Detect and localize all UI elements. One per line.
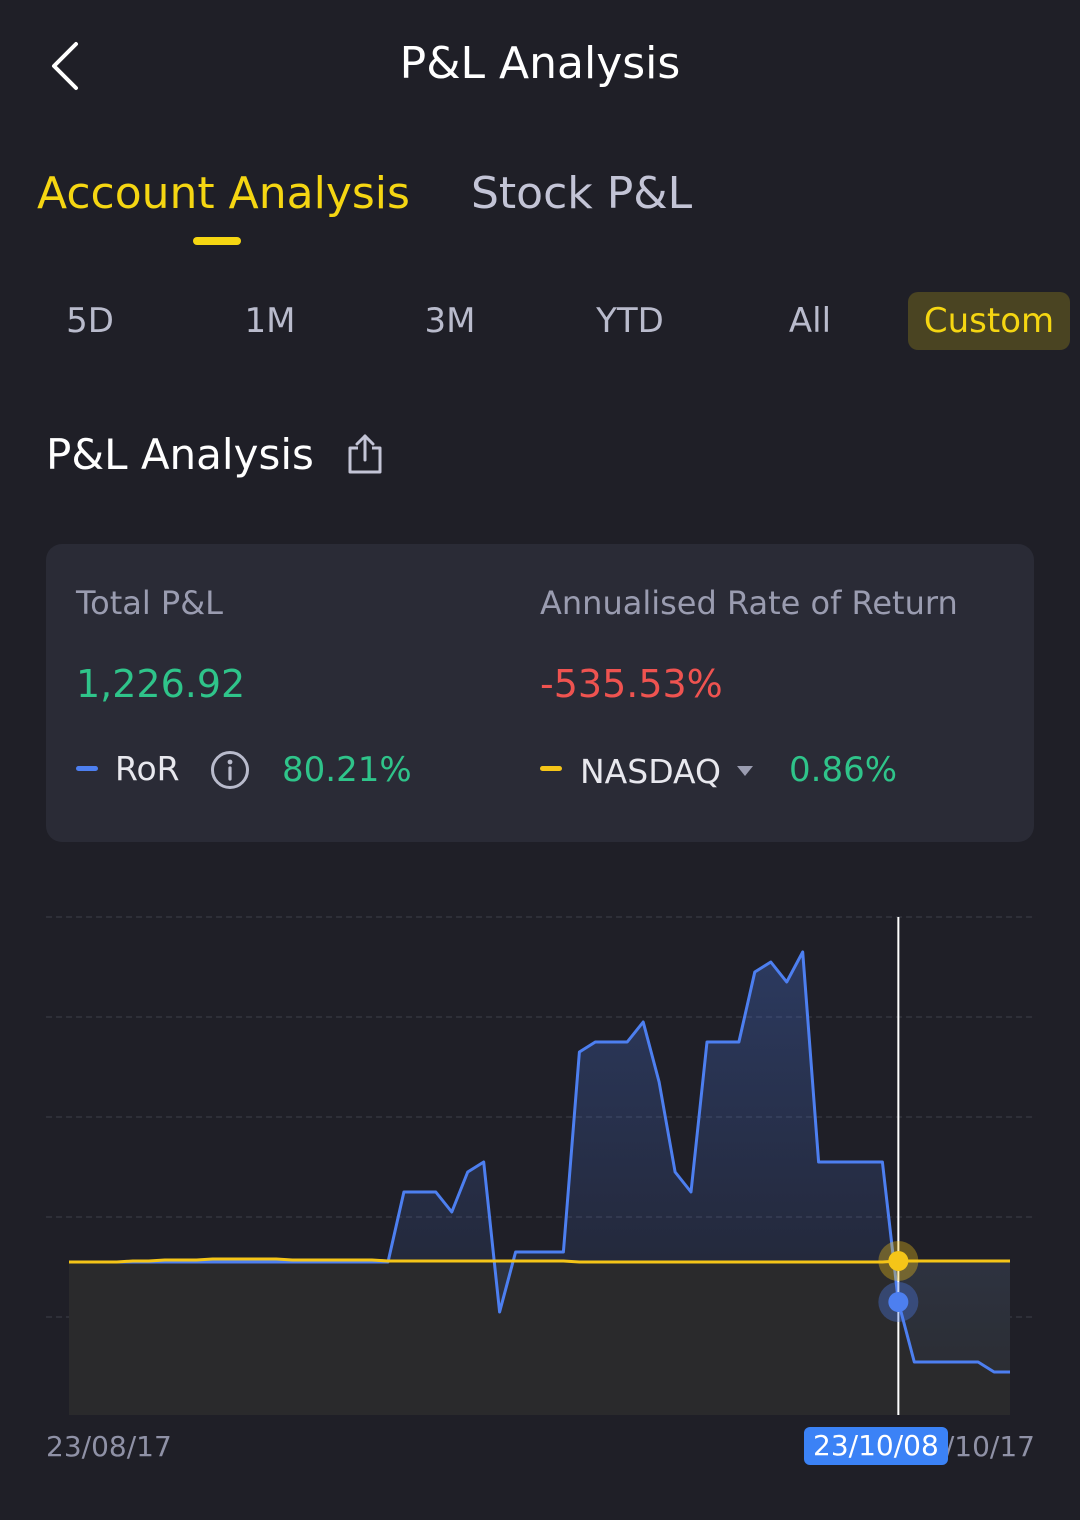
nasdaq-marker-point	[888, 1251, 909, 1271]
annualised-return-label: Annualised Rate of Return	[540, 584, 958, 622]
range-tab-custom[interactable]: Custom	[908, 292, 1070, 350]
ror-marker-point	[888, 1292, 909, 1312]
nasdaq-legend-swatch	[540, 766, 562, 771]
caret-down-icon	[737, 766, 754, 776]
tab-stock-pl[interactable]: Stock P&L	[471, 168, 693, 219]
ror-series-line	[69, 950, 1010, 1374]
info-button[interactable]	[210, 750, 250, 790]
range-tab-all[interactable]: All	[788, 301, 832, 341]
share-button[interactable]	[344, 432, 386, 476]
total-pl-label: Total P&L	[76, 584, 223, 622]
ror-legend-label: RoR	[115, 749, 180, 788]
chevron-left-icon	[52, 42, 78, 90]
nasdaq-value: 0.86%	[789, 750, 898, 790]
page-title: P&L Analysis	[399, 38, 681, 89]
range-tab-ytd[interactable]: YTD	[596, 301, 664, 341]
crosshair-date-label: 23/10/08	[804, 1427, 948, 1465]
range-tab-3m[interactable]: 3M	[424, 301, 476, 341]
ror-legend-swatch	[76, 766, 98, 771]
ror-area-fill	[69, 952, 1010, 1372]
range-tab-5d[interactable]: 5D	[66, 301, 114, 341]
ror-value: 80.21%	[282, 750, 412, 790]
nasdaq-series-line	[69, 1257, 1010, 1264]
summary-card: Total P&L 1,226.92 Annualised Rate of Re…	[46, 544, 1034, 842]
pl-line-chart[interactable]	[0, 900, 1080, 1440]
back-button[interactable]	[36, 36, 96, 96]
x-axis-start-label: 23/08/17	[46, 1430, 172, 1463]
tab-account-analysis[interactable]: Account Analysis	[37, 168, 410, 219]
section-title: P&L Analysis	[46, 430, 314, 479]
benchmark-selector[interactable]: NASDAQ	[580, 749, 755, 793]
negative-region-fill	[69, 1262, 1010, 1415]
share-icon	[348, 434, 382, 474]
total-pl-value: 1,226.92	[76, 662, 246, 706]
active-tab-indicator	[193, 237, 241, 245]
annualised-return-value: -535.53%	[540, 662, 723, 706]
range-tab-1m[interactable]: 1M	[244, 301, 296, 341]
info-icon	[211, 751, 249, 789]
nasdaq-legend-label: NASDAQ	[580, 751, 722, 791]
